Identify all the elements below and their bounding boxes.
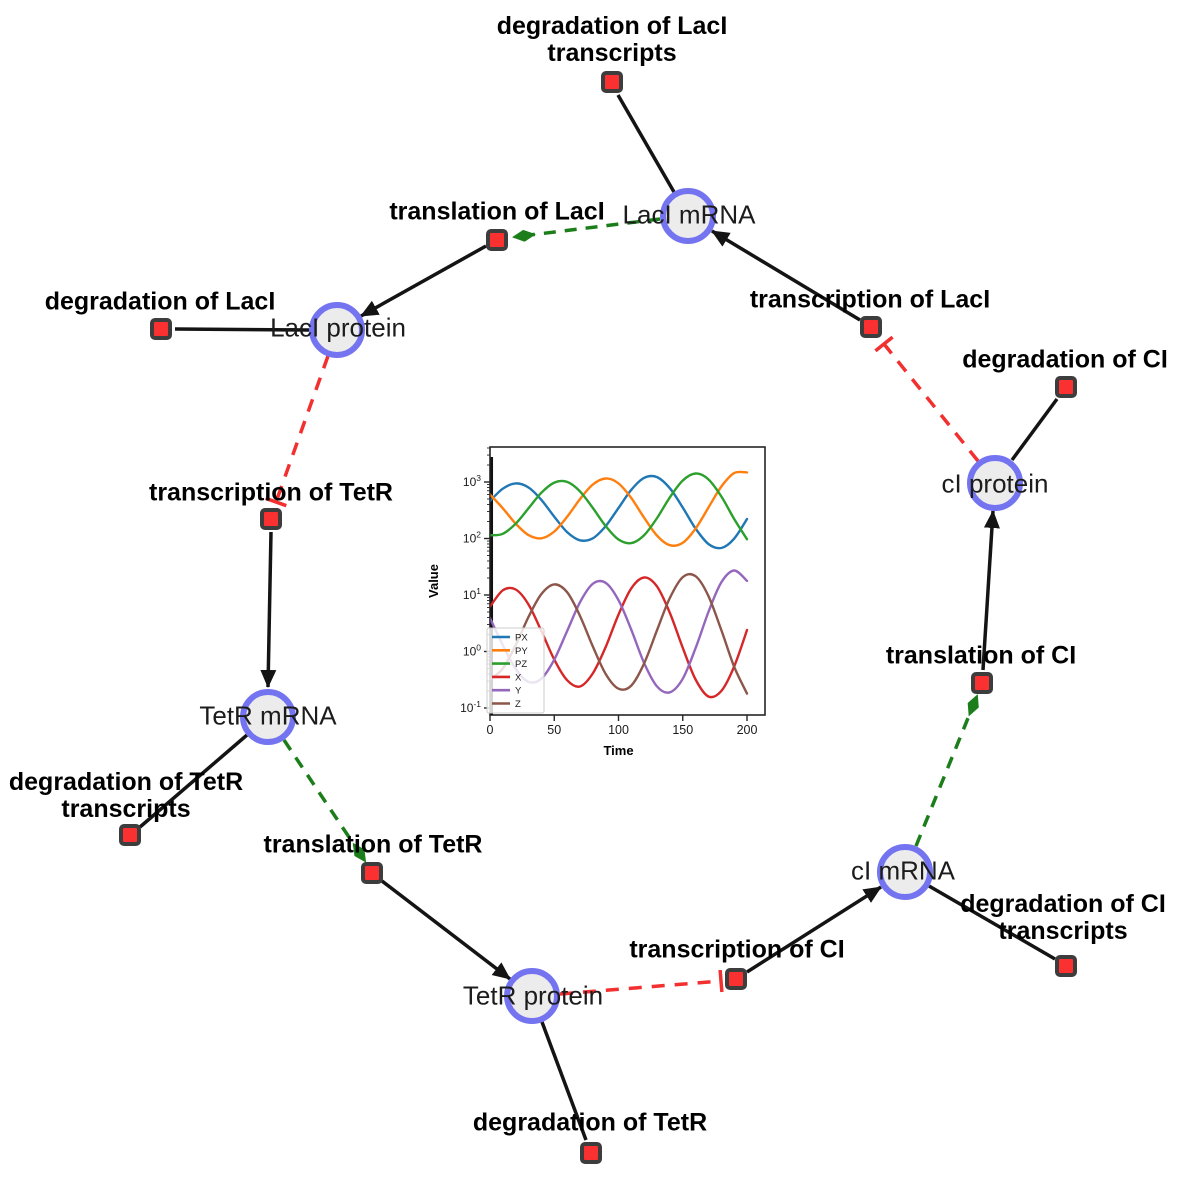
product-edge-translation-laci-to-laci-protein [360,244,487,318]
chart-ytick-label: 102 [463,530,481,546]
species-node-ci-protein [967,455,1023,511]
product-edge-transcription-tetr-to-tetr-mrna [260,531,277,688]
species-node-laci-protein [309,302,365,358]
reaction-node-translation-ci [971,672,993,694]
reactant-edge-tetr-mrna-to-deg-tetr-transcripts [138,733,249,829]
chart-ytick-label: 100 [463,643,481,659]
species-node-laci-mrna [660,188,716,244]
reactant-edge-laci-mrna-to-deg-laci-transcripts [616,94,676,193]
species-node-tetr-mrna [240,689,296,745]
reaction-node-translation-laci [486,229,508,251]
reaction-node-transcription-laci [860,316,882,338]
inhibition-edge-tetr-protein-to-transcription-ci [559,969,724,996]
chart-legend-label-PZ: PZ [515,659,527,670]
chart-legend: PX PY PZ XYZ [486,627,545,714]
reaction-node-deg-ci-transcripts [1055,955,1077,977]
modifier-edge-tetr-mrna-to-translation-tetr [282,739,367,863]
reactant-edge-tetr-protein-to-deg-tetr [540,1021,588,1141]
chart-series-PY [490,470,749,547]
chart-legend-label-Z: Z [515,699,521,710]
chart-ytick-label: 103 [463,473,481,489]
chart-xtick-label: 100 [608,723,629,737]
chart-ylabel: Value [426,564,441,598]
reaction-node-deg-tetr [580,1142,602,1164]
reaction-node-transcription-ci [725,968,747,990]
inhibition-edge-laci-protein-to-transcription-tetr [265,355,330,508]
reaction-node-transcription-tetr [260,508,282,530]
chart-series-Z [490,572,749,695]
chart-legend-label-X: X [515,672,522,683]
chart-legend-label-PX: PX [515,633,528,644]
chart-legend-label-Y: Y [515,686,522,697]
species-node-ci-mrna [877,844,933,900]
reaction-node-translation-tetr [361,862,383,884]
reactant-edge-ci-mrna-to-deg-ci-transcripts [928,884,1056,961]
modifier-edge-ci-mrna-to-translation-ci [914,694,979,847]
chart-xtick-label: 150 [672,723,693,737]
chart-xtick-label: 200 [737,723,758,737]
chart-series-PZ [490,472,749,545]
chart-series-PX [490,474,749,550]
chart-plot-frame [489,446,766,716]
chart-legend-label-PY: PY [515,646,528,657]
reaction-node-deg-ci [1055,376,1077,398]
species-node-tetr-protein [504,968,560,1024]
reactant-edge-ci-protein-to-deg-ci [1010,397,1059,462]
product-edge-translation-ci-to-ci-protein [981,510,1000,671]
product-edge-transcription-laci-to-laci-mrna [711,229,861,322]
chart-ytick-label: 10-1 [460,699,481,715]
reactant-edge-laci-protein-to-deg-laci [174,327,310,332]
chart-xtick-label: 50 [547,723,561,737]
reaction-node-deg-laci-transcripts [601,71,623,93]
modifier-edge-laci-mrna-to-translation-laci [512,217,661,242]
inhibition-edge-ci-protein-to-transcription-laci [874,335,980,463]
chart-xlabel: Time [603,743,633,758]
reaction-node-deg-laci [150,318,172,340]
chart-ytick-label: 101 [463,586,481,602]
product-edge-translation-tetr-to-tetr-protein [380,879,512,981]
product-edge-transcription-ci-to-ci-mrna [746,885,882,974]
chart-xtick-label: 0 [487,723,494,737]
reaction-node-deg-tetr-transcripts [119,824,141,846]
